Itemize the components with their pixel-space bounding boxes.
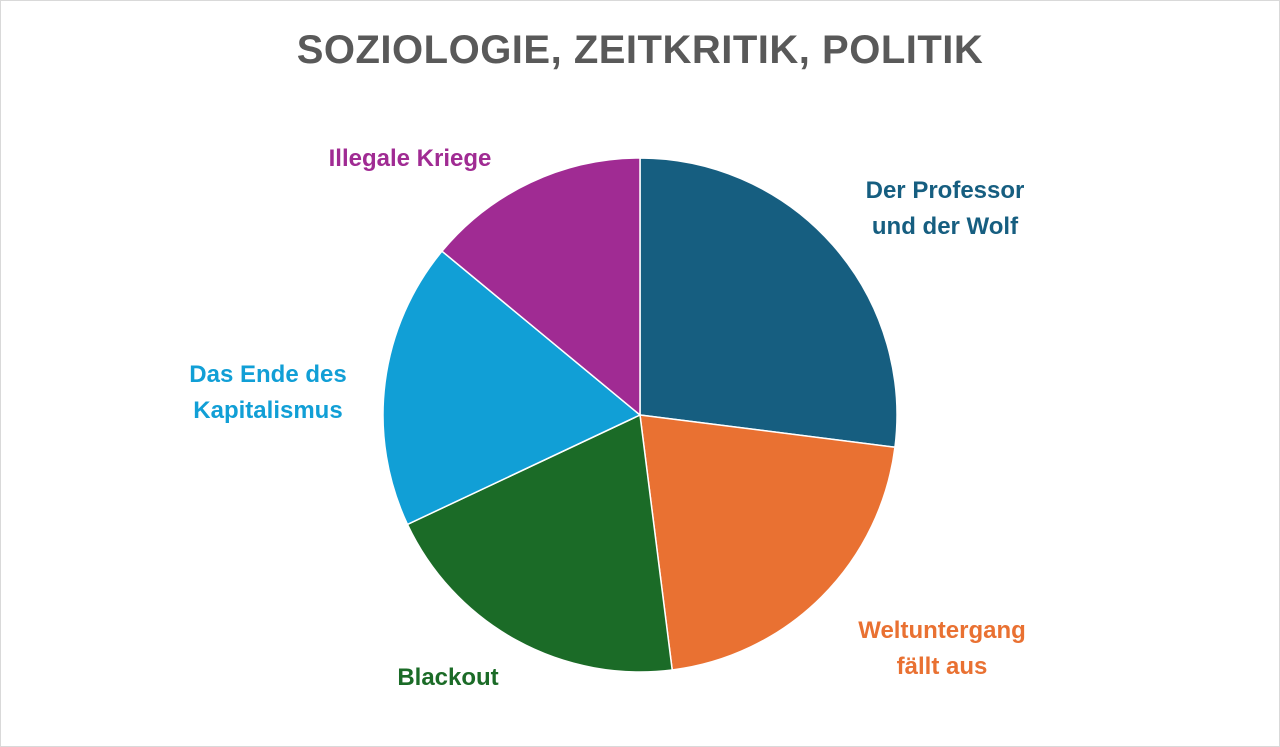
pie-slice-5 xyxy=(440,157,641,417)
slice-label-line: Kapitalismus xyxy=(193,397,342,424)
slice-label-line: Der Professor xyxy=(866,177,1025,204)
slice-label-line: Illegale Kriege xyxy=(329,145,492,172)
pie-slice-2 xyxy=(639,414,896,671)
slice-label-2: Weltuntergang fällt aus xyxy=(858,617,1026,680)
slice-label-1: Der Professor und der Wolf xyxy=(866,177,1025,240)
pie-slice-1 xyxy=(639,157,898,449)
slice-label-line: und der Wolf xyxy=(872,213,1019,240)
slice-label-line: Das Ende des xyxy=(189,361,346,388)
pie-slice-3 xyxy=(406,413,674,673)
slice-label-3: Blackout xyxy=(397,664,498,691)
chart-title: SOZIOLOGIE, ZEITKRITIK, POLITIK xyxy=(296,28,984,72)
slice-label-line: Blackout xyxy=(397,664,498,691)
slice-label-5: Illegale Kriege xyxy=(329,145,492,172)
pie-slice-4 xyxy=(382,250,642,526)
slice-label-line: Weltuntergang xyxy=(858,617,1026,644)
slice-label-line: fällt aus xyxy=(897,653,988,680)
slice-label-4: Das Ende des Kapitalismus xyxy=(189,361,346,424)
